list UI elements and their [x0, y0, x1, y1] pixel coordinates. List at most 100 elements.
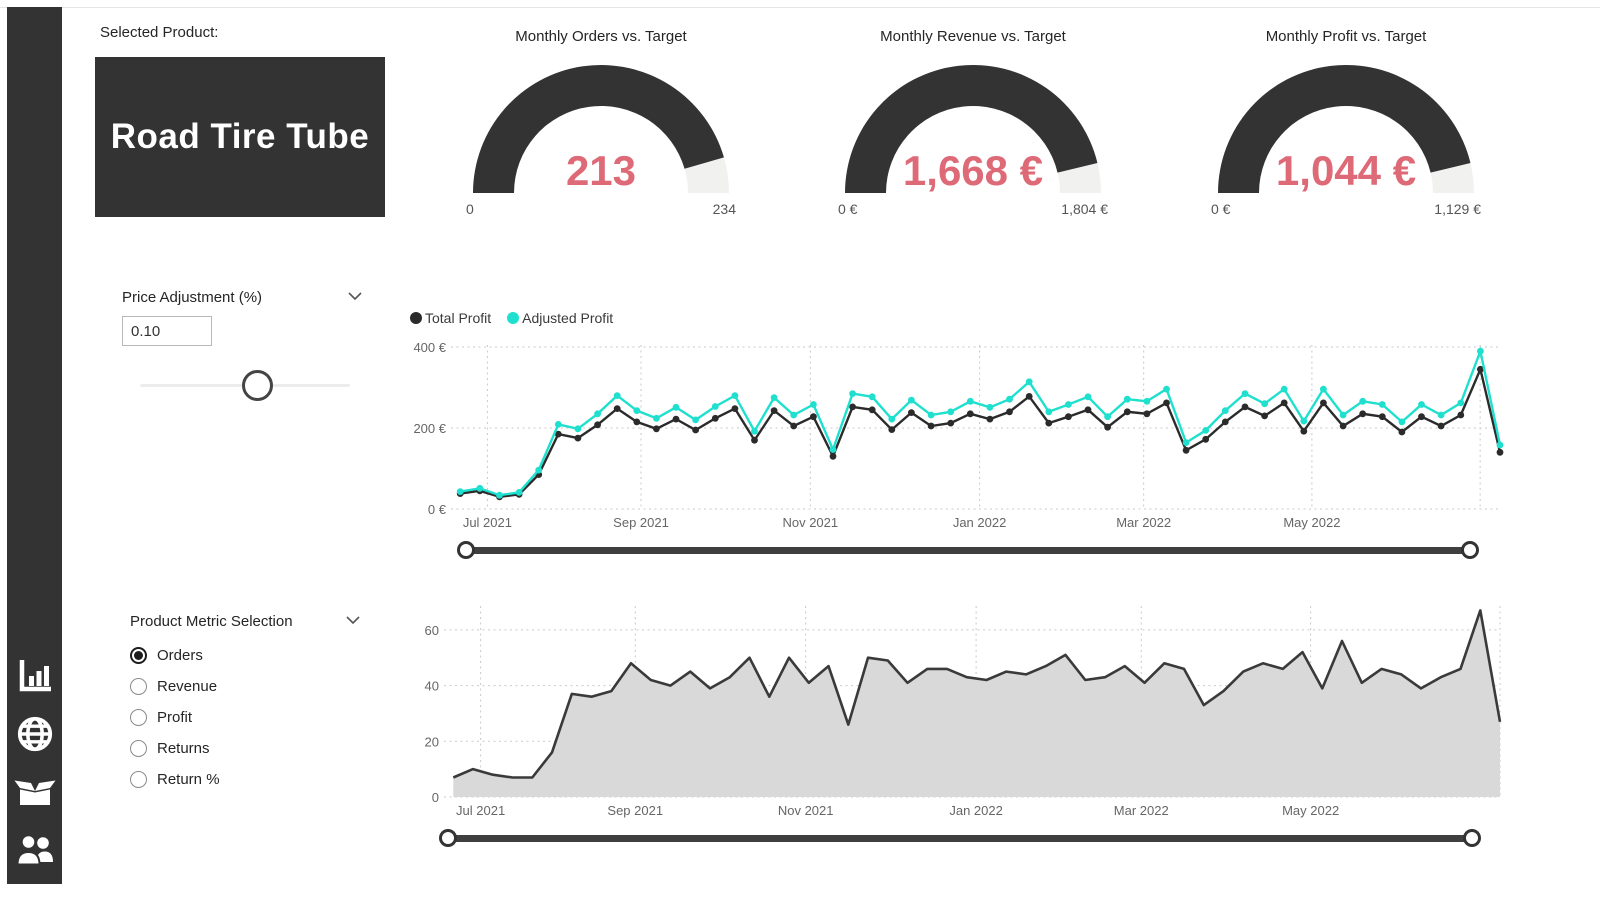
- data-point[interactable]: [1163, 399, 1170, 407]
- data-point[interactable]: [986, 415, 994, 423]
- data-point[interactable]: [496, 491, 503, 499]
- data-point[interactable]: [1496, 441, 1504, 449]
- area-chart-date-range-slider[interactable]: [439, 828, 1481, 850]
- data-point[interactable]: [711, 403, 719, 410]
- line-chart-date-range-slider[interactable]: [457, 540, 1479, 562]
- data-point[interactable]: [633, 418, 641, 426]
- people-icon[interactable]: [12, 826, 58, 874]
- data-point[interactable]: [849, 390, 856, 397]
- bar-chart-icon[interactable]: [12, 652, 58, 700]
- orders-area-chart[interactable]: 0 20 40 60 Jul 2021 Sep 2021 Nov 2021 Jan 2022 M…: [408, 598, 1508, 824]
- data-point[interactable]: [1045, 408, 1053, 416]
- data-point[interactable]: [1182, 439, 1190, 446]
- data-point[interactable]: [751, 436, 758, 444]
- range-track[interactable]: [447, 835, 1473, 842]
- data-point[interactable]: [594, 410, 601, 418]
- data-point[interactable]: [1261, 412, 1268, 420]
- data-point[interactable]: [966, 410, 974, 418]
- data-point[interactable]: [849, 403, 856, 411]
- chevron-down-icon[interactable]: [346, 612, 360, 630]
- data-point[interactable]: [1359, 397, 1367, 405]
- data-point[interactable]: [927, 411, 935, 419]
- data-point[interactable]: [1045, 419, 1053, 427]
- legend-item-adjusted-profit[interactable]: Adjusted Profit: [507, 310, 613, 326]
- data-point[interactable]: [927, 422, 935, 430]
- data-point[interactable]: [574, 425, 582, 433]
- data-point[interactable]: [1241, 403, 1249, 411]
- price-adjustment-slider[interactable]: [140, 370, 350, 402]
- data-point[interactable]: [1496, 448, 1504, 456]
- data-point[interactable]: [1202, 427, 1210, 434]
- data-point[interactable]: [1339, 411, 1347, 419]
- data-point[interactable]: [1006, 395, 1013, 403]
- data-point[interactable]: [908, 409, 915, 416]
- data-point[interactable]: [1006, 408, 1013, 416]
- data-point[interactable]: [1143, 410, 1151, 418]
- data-point[interactable]: [672, 415, 680, 423]
- data-point[interactable]: [1437, 411, 1445, 419]
- data-point[interactable]: [1437, 422, 1445, 430]
- data-point[interactable]: [515, 489, 523, 496]
- data-point[interactable]: [1182, 446, 1190, 454]
- data-point[interactable]: [1202, 435, 1210, 443]
- radio-icon[interactable]: [130, 708, 147, 726]
- data-point[interactable]: [888, 415, 896, 423]
- data-point[interactable]: [1418, 401, 1425, 408]
- data-point[interactable]: [1457, 411, 1465, 419]
- data-point[interactable]: [790, 411, 798, 419]
- data-point[interactable]: [947, 419, 955, 427]
- data-point[interactable]: [554, 421, 562, 428]
- range-handle-start[interactable]: [457, 541, 475, 559]
- data-point[interactable]: [1221, 407, 1229, 414]
- data-point[interactable]: [476, 484, 484, 492]
- data-point[interactable]: [1398, 428, 1406, 436]
- data-point[interactable]: [1378, 401, 1386, 408]
- data-point[interactable]: [731, 392, 739, 399]
- line-series-adjusted-profit[interactable]: [460, 346, 1502, 497]
- radio-icon[interactable]: [130, 770, 147, 788]
- slider-handle[interactable]: [241, 370, 273, 401]
- data-point[interactable]: [1104, 413, 1111, 421]
- range-track[interactable]: [465, 547, 1471, 554]
- data-point[interactable]: [868, 406, 876, 414]
- data-point[interactable]: [1457, 399, 1465, 407]
- area-series-orders[interactable]: [452, 609, 1502, 779]
- data-point[interactable]: [1143, 397, 1151, 405]
- line-series-total-profit[interactable]: [460, 365, 1502, 499]
- data-point[interactable]: [770, 394, 778, 401]
- data-point[interactable]: [692, 416, 699, 424]
- data-point[interactable]: [888, 426, 896, 433]
- data-point[interactable]: [1477, 365, 1484, 373]
- radio-icon[interactable]: [130, 677, 147, 695]
- data-point[interactable]: [653, 425, 660, 433]
- data-point[interactable]: [1261, 400, 1268, 408]
- data-point[interactable]: [613, 405, 621, 412]
- open-box-icon[interactable]: [12, 768, 58, 816]
- data-point[interactable]: [653, 414, 660, 422]
- globe-icon[interactable]: [12, 710, 58, 758]
- data-point[interactable]: [1300, 417, 1308, 425]
- data-point[interactable]: [770, 407, 778, 414]
- data-point[interactable]: [1163, 385, 1170, 393]
- data-point[interactable]: [810, 401, 817, 408]
- radio-icon[interactable]: [130, 646, 147, 664]
- metric-option-orders[interactable]: Orders: [130, 644, 360, 666]
- data-point[interactable]: [554, 430, 562, 438]
- data-point[interactable]: [456, 488, 464, 495]
- data-point[interactable]: [692, 426, 699, 434]
- data-point[interactable]: [1418, 413, 1425, 421]
- data-point[interactable]: [1339, 422, 1347, 430]
- data-point[interactable]: [790, 422, 798, 430]
- data-point[interactable]: [574, 434, 582, 442]
- range-handle-start[interactable]: [439, 829, 457, 847]
- data-point[interactable]: [1025, 378, 1033, 386]
- metric-option-returns[interactable]: Returns: [130, 737, 360, 759]
- data-point[interactable]: [594, 421, 601, 429]
- data-point[interactable]: [672, 403, 680, 411]
- data-point[interactable]: [810, 413, 817, 421]
- data-point[interactable]: [633, 407, 641, 414]
- metric-option-return-pct[interactable]: Return %: [130, 768, 360, 790]
- metric-option-revenue[interactable]: Revenue: [130, 675, 360, 697]
- area-fill[interactable]: [453, 610, 1500, 797]
- data-point[interactable]: [613, 392, 621, 399]
